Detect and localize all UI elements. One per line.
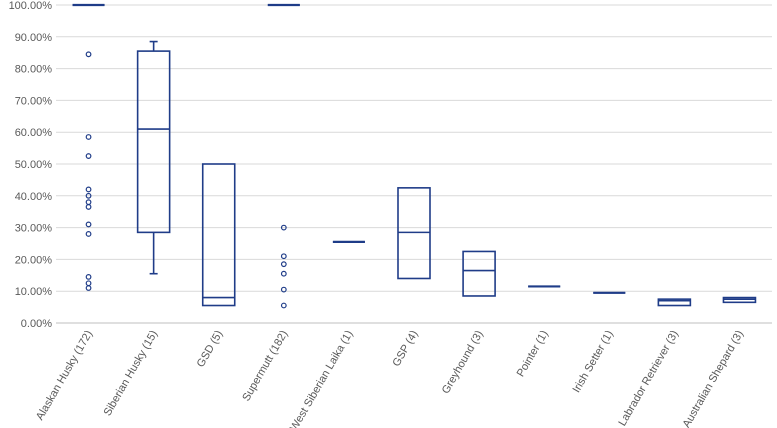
outlier-point bbox=[85, 280, 92, 287]
outlier-point bbox=[85, 192, 92, 199]
outlier-point bbox=[280, 286, 287, 293]
box-11 bbox=[722, 296, 757, 304]
y-tick-label: 70.00% bbox=[15, 95, 53, 107]
y-tick-label: 0.00% bbox=[21, 318, 52, 330]
outlier-point bbox=[85, 204, 92, 210]
y-tick-label: 90.00% bbox=[15, 32, 53, 44]
y-tick-label: 80.00% bbox=[15, 64, 53, 76]
box-10 bbox=[657, 298, 692, 307]
y-tick-label: 20.00% bbox=[15, 254, 53, 266]
box-iqr bbox=[462, 250, 496, 297]
x-category-label: Supermutt (182) bbox=[240, 329, 290, 404]
y-tick-label: 10.00% bbox=[15, 286, 53, 298]
box-7 bbox=[462, 250, 496, 297]
x-category-label: Australian Shepard (3) bbox=[681, 329, 746, 428]
outlier-point bbox=[85, 186, 92, 193]
box-3 bbox=[201, 163, 236, 307]
outlier-point bbox=[85, 153, 92, 159]
outlier-point bbox=[85, 221, 92, 228]
boxes bbox=[72, 3, 757, 309]
x-category-label: Labrador Retriever (3) bbox=[616, 329, 681, 428]
box-2 bbox=[136, 40, 171, 275]
outlier-point bbox=[85, 273, 92, 280]
gridlines bbox=[56, 4, 772, 324]
box-iqr bbox=[201, 163, 236, 307]
x-category-label: GSP (4) bbox=[390, 329, 420, 369]
y-tick-label: 40.00% bbox=[15, 191, 53, 203]
outlier-point bbox=[280, 302, 287, 309]
x-category-label: West Siberian Laika (1) bbox=[288, 329, 355, 428]
y-axis-ticks: 0.00% 10.00% 20.00% 30.00% 40.00% 50.00% 60.00… bbox=[9, 0, 53, 330]
x-axis-labels: Alaskan Husky (172) Siberian Husky (15) GS… bbox=[34, 329, 746, 428]
x-category-label: Alaskan Husky (172) bbox=[34, 329, 95, 423]
x-category-label: Pointer (1) bbox=[515, 329, 551, 379]
box-6 bbox=[397, 187, 431, 280]
x-category-label: GSD (5) bbox=[195, 329, 226, 370]
x-category-label: Irish Setter (1) bbox=[571, 329, 616, 395]
y-tick-label: 30.00% bbox=[15, 223, 53, 235]
outlier-point bbox=[280, 270, 287, 277]
x-category-label: Siberian Husky (15) bbox=[102, 329, 161, 419]
outlier-point bbox=[85, 285, 92, 291]
outlier-point bbox=[85, 199, 92, 206]
outlier-point bbox=[85, 134, 92, 140]
y-tick-label: 100.00% bbox=[9, 0, 53, 12]
box-1 bbox=[72, 3, 105, 291]
y-tick-label: 60.00% bbox=[15, 127, 53, 139]
y-tick-label: 50.00% bbox=[15, 159, 53, 171]
outlier-point bbox=[85, 231, 92, 237]
outlier-point bbox=[280, 224, 287, 231]
outlier-point bbox=[280, 261, 287, 268]
x-category-label: Greyhound (3) bbox=[440, 329, 486, 396]
outlier-point bbox=[85, 51, 92, 58]
box-iqr bbox=[657, 298, 692, 307]
box-4 bbox=[267, 3, 300, 309]
outlier-point bbox=[280, 253, 287, 260]
box-iqr bbox=[136, 50, 171, 234]
